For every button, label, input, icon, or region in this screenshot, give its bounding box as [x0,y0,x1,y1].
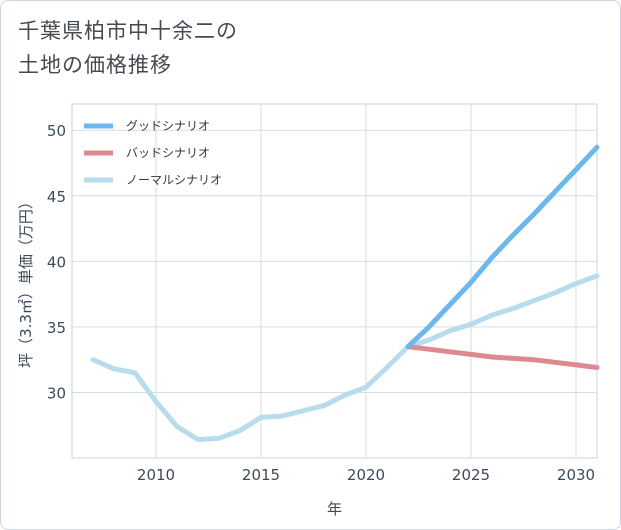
x-tick-label: 2020 [347,466,385,484]
y-tick-label: 30 [47,384,66,402]
x-tick-label: 2010 [137,466,175,484]
legend-label: ノーマルシナリオ [126,173,222,187]
y-axis-label: 坪（3.3㎡）単価（万円） [17,194,35,368]
chart-title-line1: 千葉県柏市中十余二の [18,19,238,43]
y-axis-ticks: 30 35 40 45 50 [47,122,66,402]
y-tick-label: 45 [47,188,66,206]
y-tick-label: 35 [47,319,66,337]
y-tick-label: 50 [47,122,66,140]
series-line-2 [90,273,600,443]
series-line-0 [405,144,600,350]
y-tick-label: 40 [47,253,66,271]
legend-label: グッドシナリオ [126,119,210,133]
series-lines [90,144,600,443]
chart-title: 千葉県柏市中十余二の 土地の価格推移 [18,14,238,82]
plot-area [71,103,598,459]
x-tick-label: 2025 [452,466,490,484]
chart-title-line2: 土地の価格推移 [18,53,172,77]
legend-label: バッドシナリオ [126,146,210,160]
x-axis-label: 年 [327,500,342,518]
x-tick-label: 2030 [557,466,595,484]
x-axis-ticks: 2010 2015 2020 2025 2030 [137,466,595,484]
series-line-1 [405,344,600,370]
x-tick-label: 2015 [242,466,280,484]
